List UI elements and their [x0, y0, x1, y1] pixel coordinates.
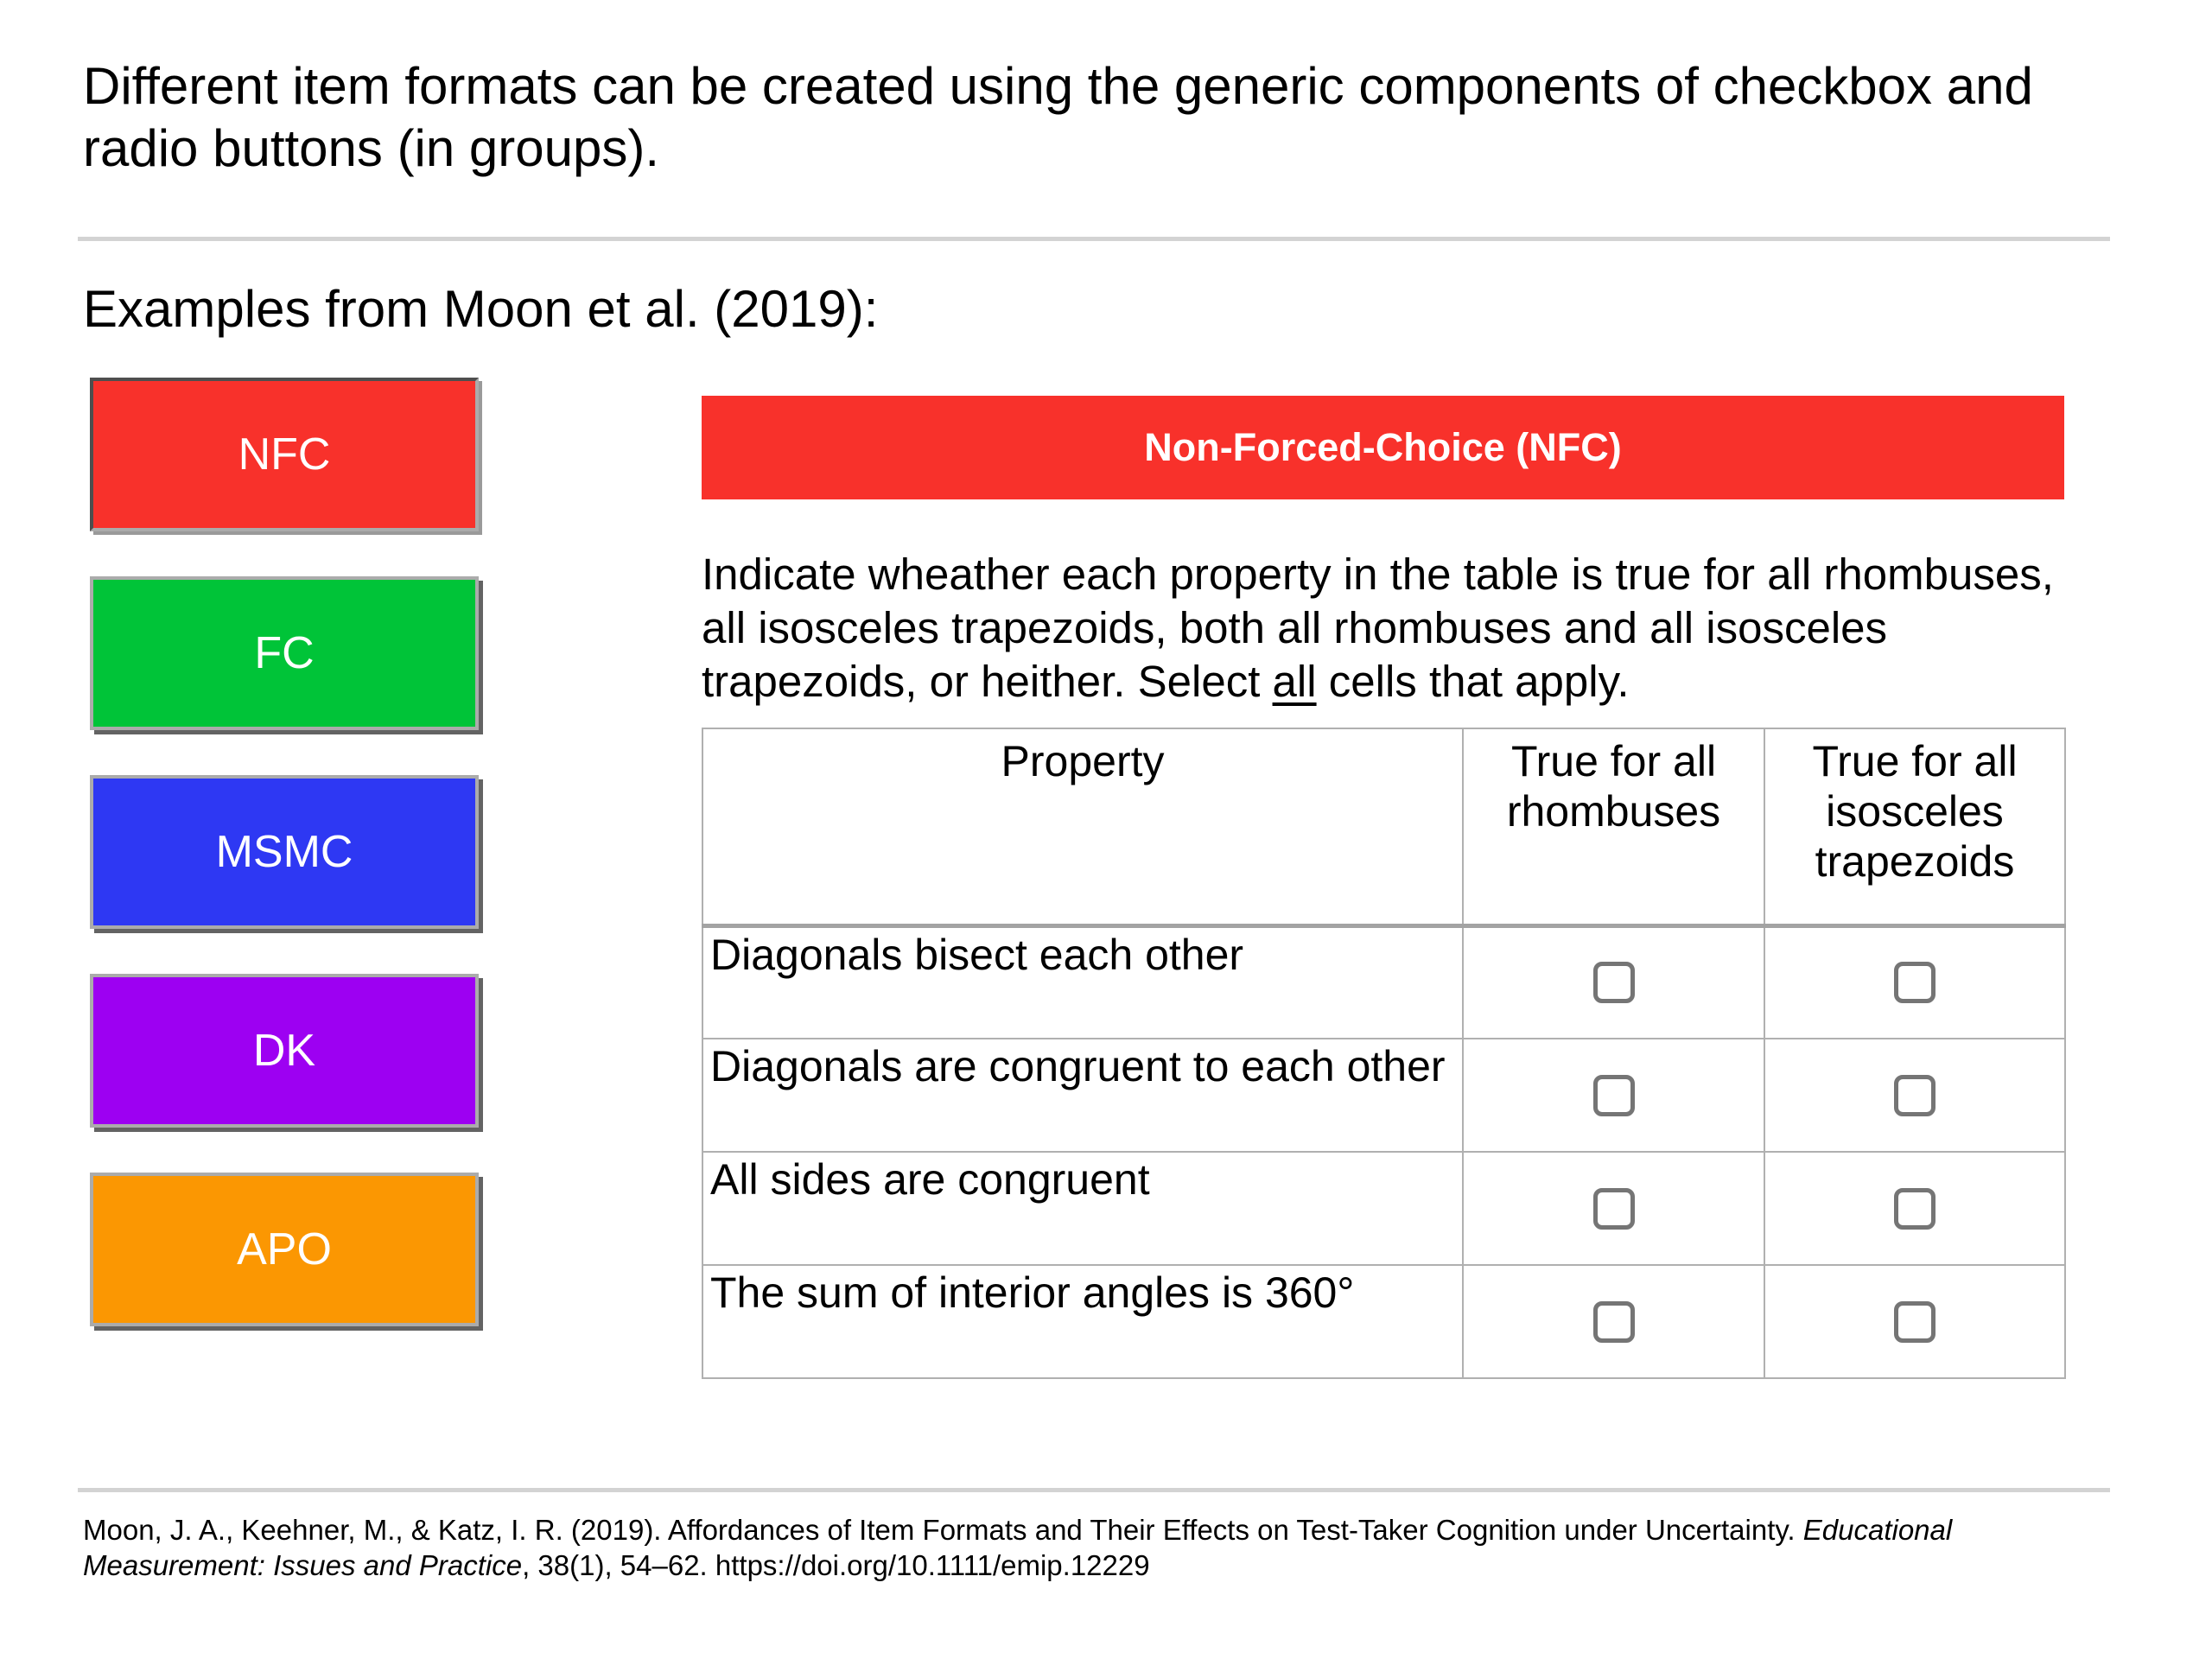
cell-rhombuses[interactable]: [1462, 1264, 1765, 1379]
property-label: The sum of interior angles is 360°: [702, 1264, 1464, 1379]
checkbox[interactable]: [1592, 1074, 1635, 1116]
panel-title-bar: Non-Forced-Choice (NFC): [702, 396, 2064, 499]
cell-rhombuses[interactable]: [1462, 1151, 1765, 1266]
cell-isosceles-trapezoids[interactable]: [1764, 1264, 2066, 1379]
table-header-row: Property True for all rhombuses True for…: [702, 728, 2066, 928]
checkbox[interactable]: [1894, 1300, 1936, 1343]
checkbox[interactable]: [1894, 1187, 1936, 1230]
citation-locator: , 38(1), 54–62. https://doi.org/10.1111/…: [522, 1549, 1150, 1581]
cell-rhombuses[interactable]: [1462, 1038, 1765, 1153]
cell-isosceles-trapezoids[interactable]: [1764, 1038, 2066, 1153]
cell-rhombuses[interactable]: [1462, 925, 1765, 1039]
format-button-fc[interactable]: FC: [90, 576, 479, 730]
format-button-stack: NFC FC MSMC DK APO: [90, 378, 479, 1371]
examples-heading: Examples from Moon et al. (2019):: [83, 280, 879, 338]
bottom-divider: [78, 1488, 2110, 1492]
page-title: Different item formats can be created us…: [83, 57, 2033, 177]
property-label: Diagonals bisect each other: [702, 925, 1464, 1039]
column-header-rhombuses: True for all rhombuses: [1462, 728, 1765, 928]
table-row: Diagonals are congruent to each other: [702, 1038, 2066, 1153]
checkbox[interactable]: [1592, 962, 1635, 1004]
instruction-underlined-word: all: [1272, 657, 1317, 706]
cell-isosceles-trapezoids[interactable]: [1764, 1151, 2066, 1266]
panel-title: Non-Forced-Choice (NFC): [1144, 425, 1622, 469]
instruction-text-end: cells that apply.: [1316, 657, 1630, 706]
cell-isosceles-trapezoids[interactable]: [1764, 925, 2066, 1039]
checkbox[interactable]: [1894, 962, 1936, 1004]
property-label: Diagonals are congruent to each other: [702, 1038, 1464, 1153]
checkbox[interactable]: [1592, 1300, 1635, 1343]
table-row: The sum of interior angles is 360°: [702, 1264, 2066, 1379]
format-button-msmc[interactable]: MSMC: [90, 775, 479, 929]
column-header-isosceles-trapezoids: True for all isosceles trapezoids: [1764, 728, 2066, 928]
item-instruction: Indicate wheather each property in the t…: [702, 548, 2064, 709]
property-label: All sides are congruent: [702, 1151, 1464, 1266]
table-row: All sides are congruent: [702, 1151, 2066, 1266]
nfc-example-panel: Non-Forced-Choice (NFC) Indicate wheathe…: [702, 396, 2066, 1379]
format-button-apo[interactable]: APO: [90, 1173, 479, 1326]
format-button-nfc[interactable]: NFC: [90, 378, 479, 531]
table-row: Diagonals bisect each other: [702, 925, 2066, 1039]
checkbox[interactable]: [1592, 1187, 1635, 1230]
top-divider: [78, 237, 2110, 241]
citation-text: Moon, J. A., Keehner, M., & Katz, I. R. …: [83, 1514, 1803, 1546]
checkbox[interactable]: [1894, 1074, 1936, 1116]
property-table: Property True for all rhombuses True for…: [702, 728, 2066, 1379]
column-header-property: Property: [702, 728, 1464, 928]
format-button-dk[interactable]: DK: [90, 974, 479, 1128]
citation: Moon, J. A., Keehner, M., & Katz, I. R. …: [83, 1512, 2088, 1583]
citation-journal: Educational Measurement: Issues and Prac…: [83, 1514, 1953, 1581]
instruction-text: Indicate wheather each property in the t…: [702, 550, 2054, 706]
